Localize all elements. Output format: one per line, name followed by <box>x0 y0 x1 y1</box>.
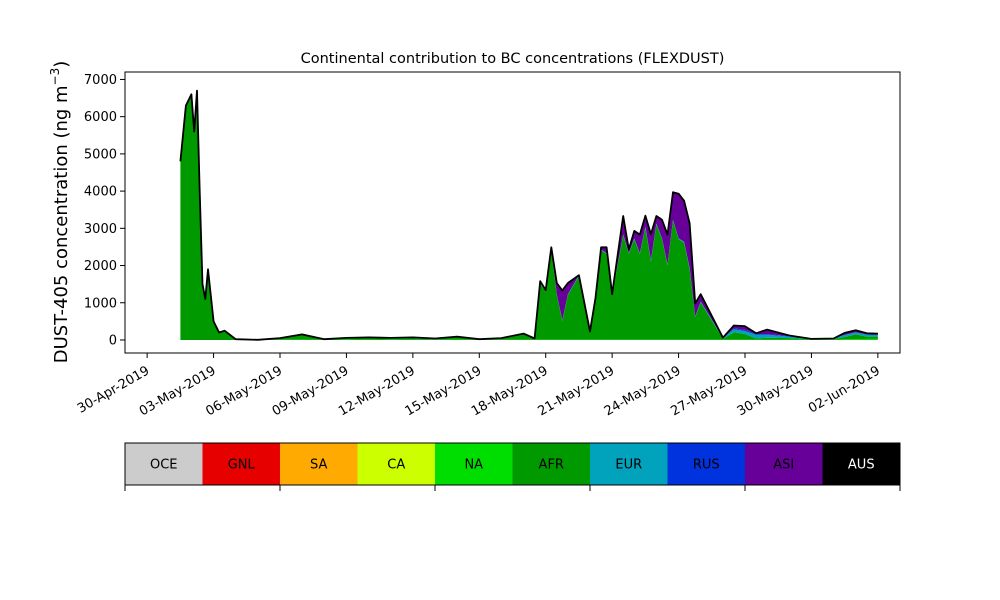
region-colorbar-legend: OCE GNL SA CA NA AFR EUR RUS ASI AUS <box>124 442 901 491</box>
legend-label-asi: ASI <box>773 458 794 473</box>
legend-label-eur: EUR <box>615 458 642 473</box>
area-asi <box>180 90 878 340</box>
y-tick-label: 1000 <box>84 296 117 311</box>
x-axis-ticks: 30-Apr-201903-May-201906-May-201909-May-… <box>75 353 883 419</box>
y-tick-label: 0 <box>109 333 117 348</box>
area-rus <box>180 90 878 340</box>
area-na <box>180 338 878 340</box>
y-axis-ticks: 0 1000 2000 3000 4000 5000 6000 7000 <box>84 73 125 348</box>
y-axis-label: DUST-405 concentration (ng m−3) <box>48 61 72 364</box>
legend-swatch-ca <box>357 443 436 485</box>
total-concentration-line <box>179 89 878 341</box>
legend-label-na: NA <box>464 458 483 473</box>
stacked-areas <box>180 90 878 340</box>
legend-frame <box>124 442 901 486</box>
legend-label-sa: SA <box>310 458 327 473</box>
y-axis-label-close: ) <box>51 61 72 68</box>
x-tick-label: 02-Jun-2019 <box>806 363 883 416</box>
legend-label-ca: CA <box>387 458 405 473</box>
legend-swatch-gnl <box>202 443 281 485</box>
legend-label-aus: AUS <box>848 458 875 473</box>
area-aus <box>180 90 878 340</box>
legend-swatch-afr <box>512 443 591 485</box>
y-tick-label: 7000 <box>84 73 117 88</box>
legend-swatch-eur <box>590 443 668 485</box>
legend-swatch-sa <box>280 443 358 485</box>
legend-label-oce: OCE <box>150 458 178 473</box>
legend-swatch-aus <box>822 443 901 485</box>
y-axis-label-text: DUST-405 concentration (ng m <box>51 85 72 363</box>
legend-label-afr: AFR <box>539 458 564 473</box>
legend-swatch-asi <box>745 443 823 485</box>
y-tick-label: 4000 <box>84 185 117 200</box>
y-tick-label: 6000 <box>84 110 117 125</box>
area-eur <box>180 90 878 340</box>
legend-label-gnl: GNL <box>228 458 256 473</box>
y-tick-label: 5000 <box>84 147 117 162</box>
area-afr <box>180 90 878 340</box>
plot-frame <box>124 71 901 354</box>
legend-swatch-na <box>435 443 513 485</box>
y-tick-label: 3000 <box>84 222 117 237</box>
legend-swatch-rus <box>667 443 746 485</box>
chart-title: Continental contribution to BC concentra… <box>301 51 725 67</box>
y-axis-label-unit-exponent: −3 <box>48 68 62 86</box>
legend-swatch-oce <box>125 443 203 485</box>
legend-label-rus: RUS <box>693 458 720 473</box>
y-tick-label: 2000 <box>84 259 117 274</box>
